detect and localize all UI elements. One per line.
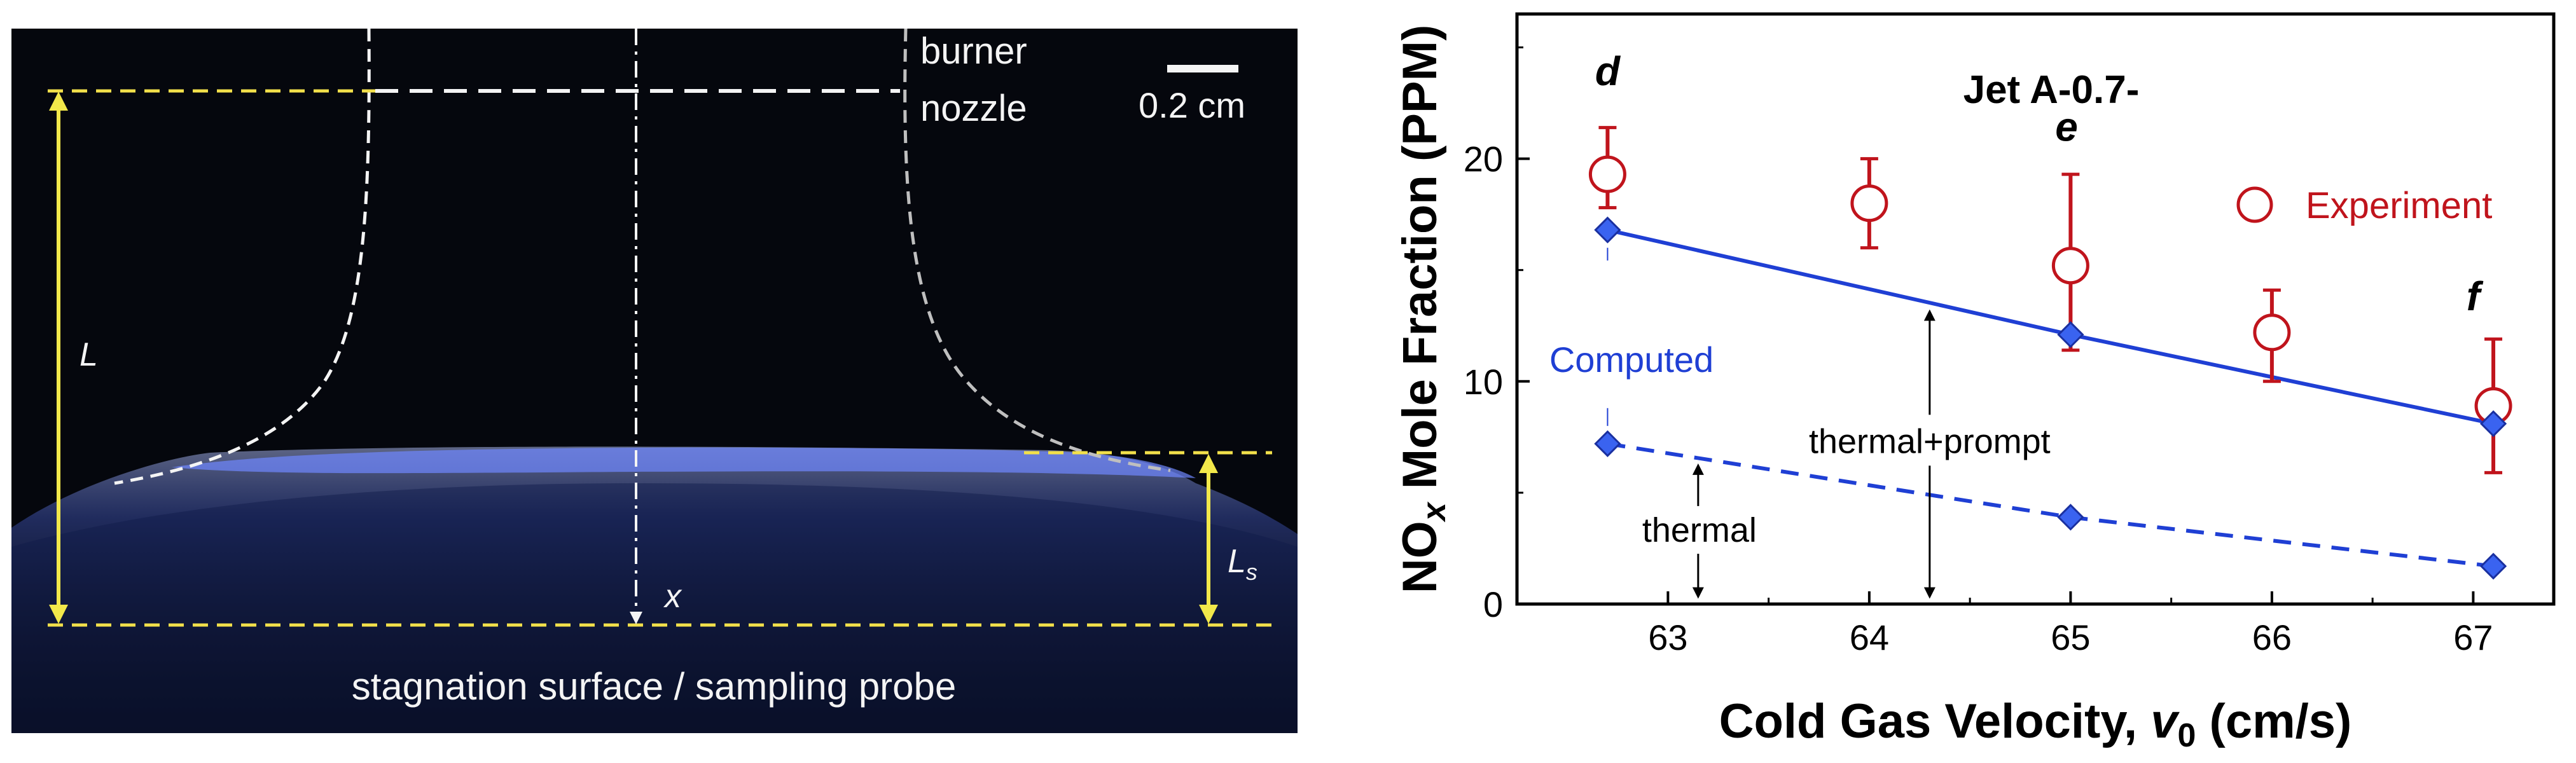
x-tick-label: 65 bbox=[2051, 617, 2090, 657]
y-tick-label: 10 bbox=[1464, 362, 1503, 402]
legend: Experiment bbox=[2236, 185, 2492, 226]
experiment-point bbox=[1588, 155, 1626, 193]
legend-experiment-label: Experiment bbox=[2306, 185, 2492, 226]
point-label: f bbox=[2467, 273, 2484, 319]
flame-photo-panel: L Ls x burner nozzle 0.2 cm stagnation s… bbox=[11, 28, 1298, 733]
thermal-prompt-label: thermal+prompt bbox=[1809, 422, 2051, 460]
x-tick-label: 64 bbox=[1850, 617, 1889, 657]
x-label: x bbox=[663, 578, 682, 615]
experiment-point bbox=[2253, 313, 2291, 352]
y-axis-label: NOx Mole Fraction (PPM) bbox=[1393, 25, 1453, 594]
thermal-label: thermal bbox=[1642, 511, 1757, 549]
L-label: L bbox=[80, 336, 98, 373]
thermal-prompt-point bbox=[2057, 321, 2084, 348]
x-tick-label: 63 bbox=[1648, 617, 1687, 657]
flame-glow bbox=[11, 446, 1298, 733]
x-tick-label: 66 bbox=[2252, 617, 2292, 657]
nox-chart-panel: Jet A-0.7- 63 64 65 66 67 0 10 20 thermal+prom… bbox=[1393, 12, 2556, 754]
plot-frame bbox=[1515, 12, 2556, 606]
x-tick-label: 67 bbox=[2453, 617, 2493, 657]
y-tick-label: 20 bbox=[1464, 139, 1503, 179]
nozzle-outline bbox=[114, 28, 1171, 485]
x-axis-ticks: 63 64 65 66 67 bbox=[1648, 591, 2493, 657]
thermal-label-bg bbox=[1621, 505, 1778, 554]
point-label: d bbox=[1595, 48, 1621, 94]
thermal-prompt-point bbox=[1594, 216, 1621, 244]
computed-markers bbox=[1594, 216, 2507, 580]
burner-label-line2: nozzle bbox=[920, 88, 1027, 129]
y-tick-label: 0 bbox=[1483, 584, 1503, 624]
experiment-point bbox=[1850, 184, 1888, 223]
stagnation-surface-label: stagnation surface / sampling probe bbox=[352, 665, 957, 708]
point-label: e bbox=[2055, 104, 2078, 150]
legend-experiment-marker bbox=[2236, 186, 2273, 223]
annotations: thermal+prompt thermal bbox=[1621, 309, 2082, 599]
thermal-point bbox=[2057, 504, 2084, 531]
computed-label: Computed bbox=[1549, 340, 1714, 380]
scale-bar bbox=[1167, 65, 1238, 72]
burner-label-line1: burner bbox=[920, 31, 1027, 72]
Ls-label: Ls bbox=[1228, 543, 1257, 585]
experiment-point bbox=[2051, 247, 2089, 285]
scale-bar-label: 0.2 cm bbox=[1139, 85, 1245, 125]
x-axis-label: Cold Gas Velocity, v0 (cm/s) bbox=[1719, 694, 2352, 754]
y-axis-ticks: 0 10 20 bbox=[1464, 46, 1530, 624]
thermal-prompt-line bbox=[1607, 228, 2494, 426]
thermal-point bbox=[2479, 553, 2507, 580]
thermal-prompt-point bbox=[2479, 410, 2507, 437]
thermal-point bbox=[1594, 430, 1621, 457]
thermal-prompt-label-bg bbox=[1776, 415, 2082, 466]
chart-title: Jet A-0.7- bbox=[1963, 68, 2140, 112]
